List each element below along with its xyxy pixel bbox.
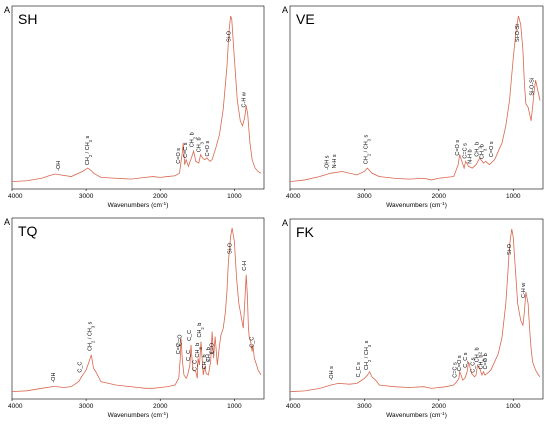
x-tick-label: 2000 — [153, 193, 168, 200]
x-tick-label: 2000 — [432, 403, 447, 410]
x-axis-label: Wavenumbers (cm-1) — [386, 201, 447, 210]
x-tick-label: 1000 — [227, 193, 242, 200]
x-tick-label: 3000 — [357, 193, 372, 200]
chart-panel-ve: A VE 4000 3000 2000 1000 Wavenumbers (cm-1) -OH… — [282, 5, 544, 210]
band-annotation: CH2 / CH3 s — [87, 321, 95, 351]
x-axis-label: Wavenumbers (cm-1) — [108, 411, 169, 420]
band-annotation: -OH — [56, 161, 62, 171]
chart-panel-tq: A TQ 4000 3000 2000 1000 Wavenumbers (cm-1) -OH… — [4, 217, 265, 420]
band-annotation: CH2 / CH3 s — [85, 136, 93, 166]
panel-letter: A — [282, 5, 288, 15]
band-annotation: C=O — [210, 342, 216, 354]
band-annotation: N-H s — [332, 154, 338, 168]
band-annotation: CH3 b — [479, 144, 487, 159]
panel-letter: A — [4, 5, 10, 15]
band-annotation: C=C s — [453, 362, 459, 378]
band-annotation: Si-O — [507, 243, 513, 255]
x-tick-label: 3000 — [357, 403, 372, 410]
band-annotation: Si-O — [227, 242, 233, 254]
chart-panel-sh: A SH 4000 3000 2000 1000 Wavenumbers (cm-1) -OH… — [4, 5, 265, 210]
band-annotation: CH3 b — [195, 343, 203, 358]
band-annotation: C=O s — [205, 141, 211, 157]
spectrum-line — [289, 228, 541, 393]
band-annotation: Si-O — [227, 30, 233, 42]
band-annotation: C_C s — [463, 352, 469, 368]
band-annotation: C=O s — [457, 355, 463, 371]
band-annotation: C=O s — [176, 148, 182, 164]
panel-letter: A — [282, 218, 288, 228]
plot-frame — [11, 5, 265, 190]
panel-title: TQ — [18, 223, 38, 239]
band-annotation: C=O s — [489, 141, 495, 157]
band-annotation: CH3 b — [196, 137, 204, 152]
band-annotation: CH2 b — [202, 354, 210, 369]
band-annotation: C_C — [250, 337, 256, 348]
spectrum-line — [11, 15, 262, 183]
band-annotation: C_C — [187, 330, 193, 341]
panel-title: VE — [296, 11, 315, 27]
band-annotation: CH2 b — [190, 132, 198, 147]
x-tick-label: 2000 — [153, 403, 168, 410]
x-tick-label: 4000 — [8, 193, 23, 200]
x-tick-label: 1000 — [506, 193, 521, 200]
chart-panel-fk: A FK 4000 3000 2000 1000 Wavenumbers (cm-1) -OH… — [282, 218, 544, 420]
band-annotation: C=C — [176, 343, 182, 354]
band-annotation: C_C — [193, 360, 199, 371]
band-annotation: C_C — [78, 362, 84, 373]
x-tick-label: 2000 — [432, 193, 447, 200]
band-annotation: CH2 b — [197, 323, 205, 338]
band-annotation: Si-O-Si — [529, 78, 535, 96]
panel-letter: A — [4, 217, 10, 227]
x-tick-label: 1000 — [506, 403, 521, 410]
band-annotation: C=O s — [455, 140, 461, 156]
band-annotation: C_C — [186, 350, 192, 361]
x-tick-label: 3000 — [79, 403, 94, 410]
band-annotation: CH2 / CH3 s — [364, 340, 372, 370]
band-annotation: CH2 b — [474, 142, 482, 157]
band-annotation: CH3 b — [479, 355, 487, 370]
x-axis-label: Wavenumbers (cm-1) — [386, 411, 447, 420]
band-annotation: C_C s — [356, 362, 362, 378]
band-annotation: -OH s — [325, 155, 331, 170]
x-tick-label: 4000 — [8, 403, 23, 410]
band-annotation: -OH s — [329, 366, 335, 381]
x-tick-label: 3000 — [79, 193, 94, 200]
spectrum-line — [11, 227, 262, 393]
x-tick-label: 1000 — [227, 403, 242, 410]
band-annotation: C=C s — [183, 142, 189, 158]
band-annotation: C_C s — [471, 357, 477, 373]
band-annotation: CH2 / CH3 s — [363, 134, 371, 164]
band-annotation: C-H — [242, 261, 248, 271]
plot-frame — [289, 218, 544, 400]
x-tick-label: 4000 — [286, 193, 301, 200]
band-annotation: C=O — [178, 334, 184, 346]
band-annotation: -OH — [51, 373, 57, 383]
plot-frame — [11, 217, 265, 400]
band-annotation: C-H w — [241, 92, 247, 107]
band-annotation: CH2 b — [474, 347, 482, 362]
band-annotation: C-H w — [521, 283, 527, 298]
band-annotation: C=C s — [462, 143, 468, 159]
spectrum-line — [289, 15, 541, 183]
plot-frame — [289, 5, 544, 190]
panel-title: SH — [18, 11, 37, 27]
x-tick-label: 4000 — [286, 403, 301, 410]
x-axis-label: Wavenumbers (cm-1) — [108, 201, 169, 210]
band-annotation: CH3 b — [206, 347, 214, 362]
panel-title: FK — [296, 224, 315, 240]
band-annotation: N-H b — [468, 149, 474, 163]
band-annotation: Si-O-Si — [515, 24, 521, 42]
band-annotation: C=O b — [483, 353, 489, 369]
